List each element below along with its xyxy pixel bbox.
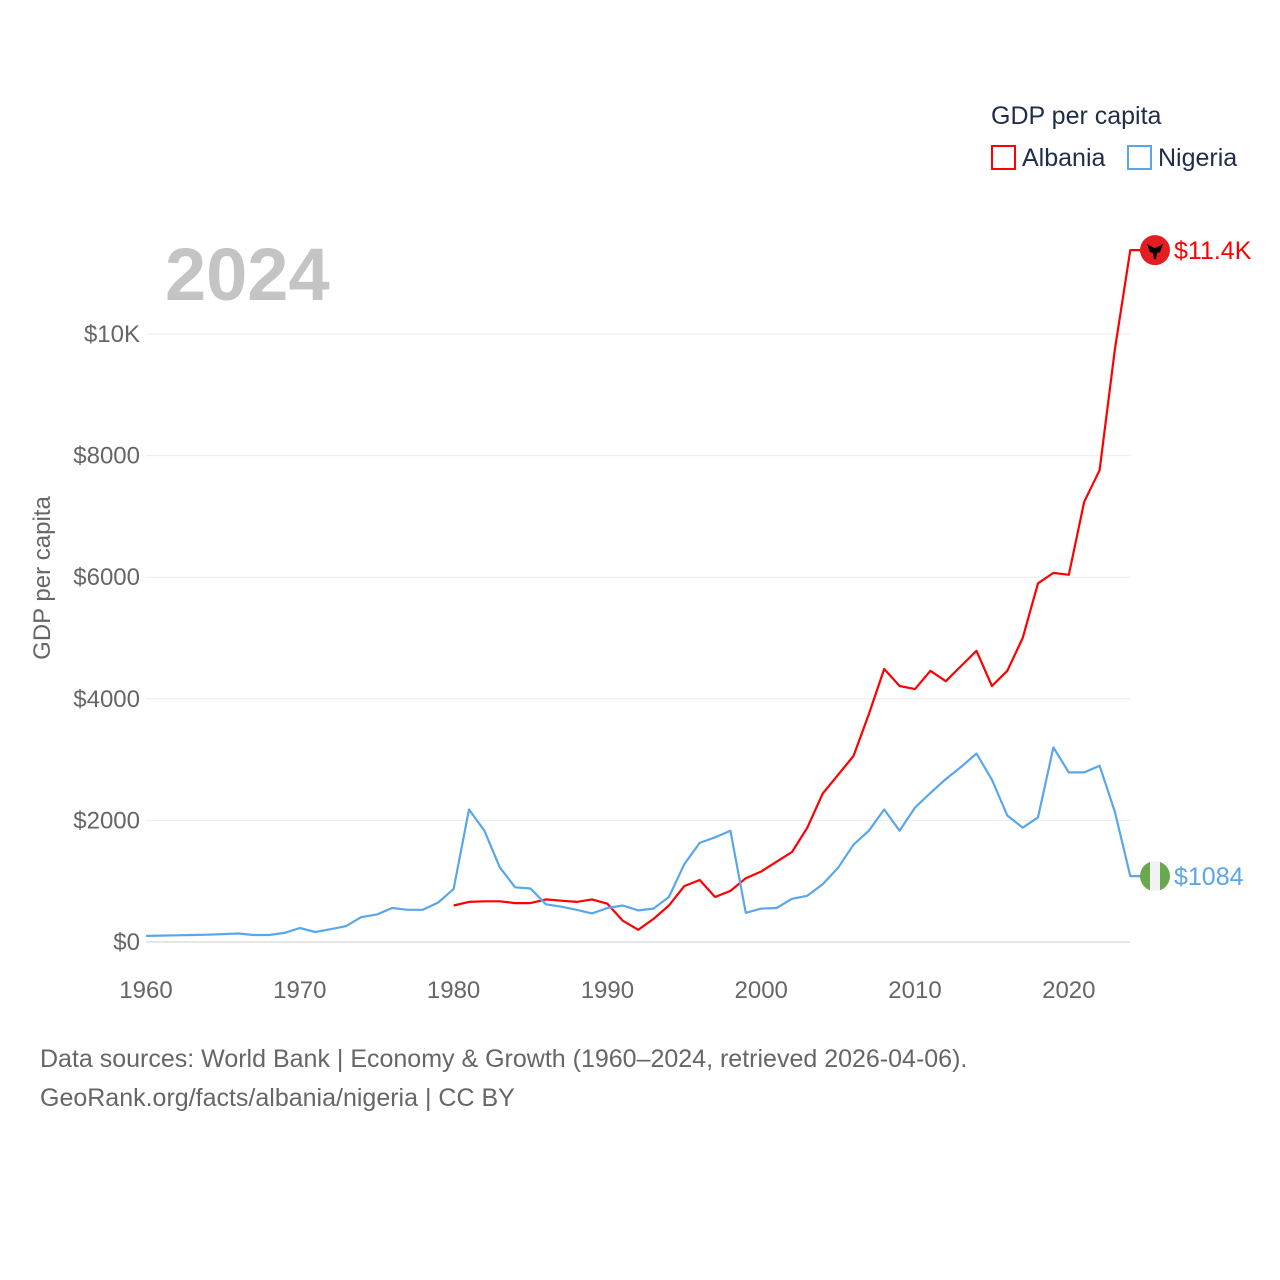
flag-stripe-green — [1160, 861, 1170, 892]
gridlines — [146, 333, 1130, 943]
series-line-nigeria — [145, 746, 1155, 937]
legend-title: GDP per capita — [991, 102, 1162, 130]
y-tick-label: $10K — [84, 321, 140, 348]
legend-swatch-albania[interactable] — [991, 145, 1016, 170]
y-axis-label: GDP per capita — [29, 496, 56, 660]
legend-label-nigeria[interactable]: Nigeria — [1158, 144, 1237, 172]
albania-eagle-icon — [1147, 244, 1163, 260]
y-axis-ticks: $0 $2000 $4000 $6000 $8000 $10K — [73, 321, 140, 956]
flag-stripe-white — [1150, 861, 1160, 892]
x-tick-label: 1970 — [273, 977, 326, 1004]
legend-swatch-nigeria[interactable] — [1127, 145, 1152, 170]
x-tick-label: 1960 — [119, 977, 172, 1004]
x-tick-label: 2010 — [888, 977, 941, 1004]
footer-sources: Data sources: World Bank | Economy & Gro… — [40, 1045, 968, 1073]
nigeria-flag-icon — [1140, 861, 1170, 892]
x-axis-ticks: 1960 1970 1980 1990 2000 2010 2020 — [119, 977, 1095, 1004]
y-tick-label: $6000 — [73, 564, 140, 591]
flag-stripe-green — [1140, 861, 1150, 892]
footer-attribution: GeoRank.org/facts/albania/nigeria | CC B… — [40, 1084, 515, 1112]
y-tick-label: $2000 — [73, 807, 140, 834]
y-tick-label: $8000 — [73, 443, 140, 470]
x-tick-label: 1980 — [427, 977, 480, 1004]
x-tick-label: 1990 — [581, 977, 634, 1004]
end-value-label-albania: $11.4K — [1174, 237, 1252, 265]
end-value-label-nigeria: $1084 — [1174, 863, 1244, 891]
series-lines — [145, 249, 1155, 937]
series-end-labels: $11.4K $1084 — [1140, 235, 1252, 892]
year-watermark: 2024 — [165, 233, 330, 316]
x-tick-label: 2020 — [1042, 977, 1095, 1004]
series-line-albania — [453, 249, 1155, 931]
legend-label-albania[interactable]: Albania — [1022, 144, 1105, 172]
legend: GDP per capita Albania Nigeria — [991, 102, 1237, 172]
y-tick-label: $4000 — [73, 686, 140, 713]
y-tick-label: $0 — [113, 929, 140, 956]
x-tick-label: 2000 — [735, 977, 788, 1004]
